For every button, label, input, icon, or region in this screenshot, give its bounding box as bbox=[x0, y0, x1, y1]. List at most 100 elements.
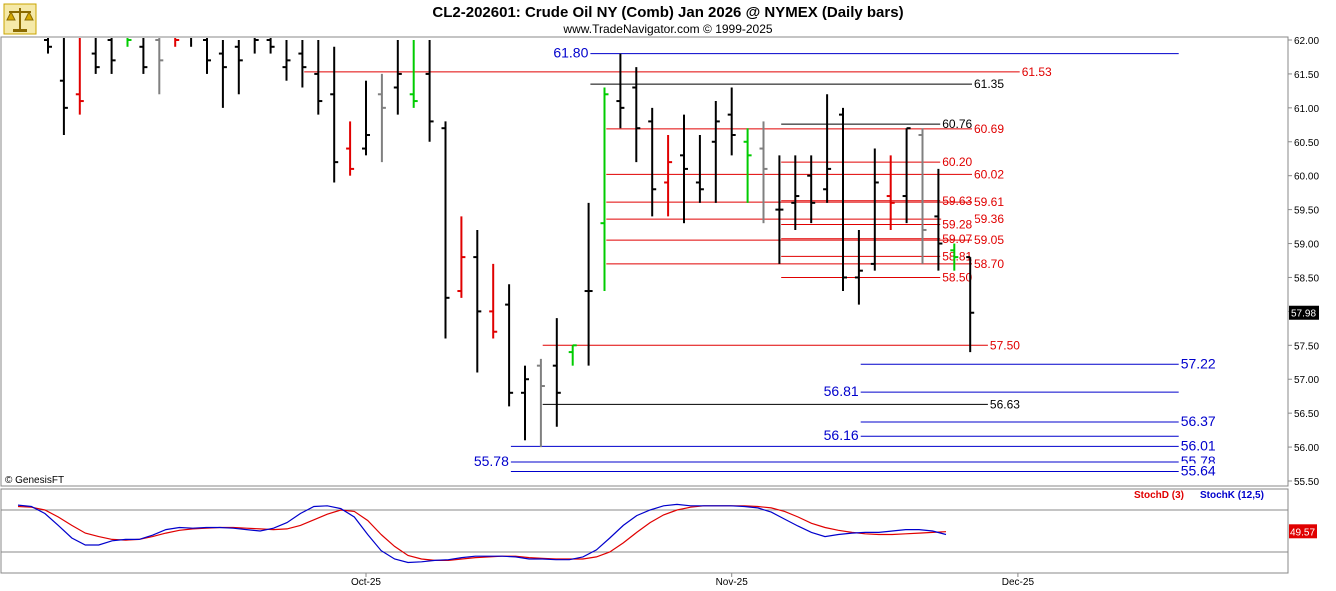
level-label: 56.81 bbox=[824, 383, 859, 399]
ohlc-bar bbox=[253, 38, 259, 54]
level-label: 56.37 bbox=[1181, 413, 1216, 429]
ohlc-bar bbox=[839, 107, 847, 292]
level-label-bg bbox=[1020, 63, 1055, 78]
ohlc-bar bbox=[441, 121, 450, 339]
ohlc-bar bbox=[521, 365, 529, 441]
price-axis: 62.00 61.50 61.00 60.50 60.00 59.50 59.00 58.50… bbox=[1287, 36, 1319, 488]
level-label-bg bbox=[1179, 413, 1218, 428]
stochastic-legend-entry: StochK (12,5) bbox=[1200, 490, 1264, 501]
level-label-bg bbox=[973, 166, 1007, 181]
ohlc-bar bbox=[282, 40, 291, 81]
ohlc-bar bbox=[298, 40, 307, 88]
price-tick-label: 61.00 bbox=[1294, 104, 1319, 115]
price-bars bbox=[44, 38, 975, 448]
ohlc-bar bbox=[584, 202, 593, 366]
level-label-bg bbox=[941, 154, 976, 169]
ohlc-bar bbox=[362, 80, 370, 156]
level-label: 56.16 bbox=[824, 427, 859, 443]
ohlc-bar bbox=[139, 38, 148, 74]
level-label-bg bbox=[973, 255, 1007, 270]
chart-title: CL2-202601: Crude Oil NY (Comb) Jan 2026… bbox=[432, 4, 903, 21]
ohlc-bar bbox=[155, 38, 164, 95]
stochastic-last-box bbox=[1289, 524, 1317, 539]
level-label-bg bbox=[820, 428, 859, 443]
level-label: 59.28 bbox=[942, 218, 972, 232]
ohlc-bar bbox=[568, 344, 577, 366]
stochastic-legend-entry: StochD (3) bbox=[1134, 490, 1184, 501]
stochastic-panel bbox=[0, 488, 1289, 574]
price-panel bbox=[0, 36, 1289, 487]
price-tick-label: 61.50 bbox=[1294, 70, 1319, 81]
level-label: 58.50 bbox=[942, 270, 972, 284]
level-label-bg bbox=[973, 76, 1007, 91]
level-label: 61.35 bbox=[974, 77, 1004, 91]
level-label-bg bbox=[820, 384, 859, 399]
ohlc-bar bbox=[107, 38, 116, 74]
ohlc-bar bbox=[457, 216, 466, 298]
level-label-bg bbox=[988, 337, 1023, 352]
ohlc-bar bbox=[711, 101, 720, 203]
ohlc-bar bbox=[902, 127, 911, 224]
stochastic-series-line bbox=[17, 505, 947, 562]
ohlc-bar bbox=[632, 67, 641, 163]
ohlc-bar bbox=[918, 128, 927, 264]
ohlc-bar bbox=[664, 134, 673, 217]
ohlc-bar bbox=[648, 107, 657, 217]
stochastic-series-line bbox=[17, 503, 947, 564]
level-label-bg bbox=[1179, 438, 1218, 453]
level-label-bg bbox=[941, 216, 976, 231]
stochastic-last-value: 49.57 bbox=[1289, 524, 1317, 539]
ohlc-bar bbox=[727, 87, 736, 156]
level-label: 59.05 bbox=[974, 233, 1004, 247]
ohlc-bar bbox=[616, 53, 625, 129]
ohlc-bar bbox=[807, 155, 816, 224]
ohlc-bar bbox=[203, 38, 211, 74]
stochastic-last-label: 49.57 bbox=[1290, 527, 1315, 538]
level-label: 55.64 bbox=[1181, 463, 1216, 479]
price-tick-label: 57.50 bbox=[1294, 341, 1319, 352]
level-label-bg bbox=[973, 120, 1007, 135]
ohlc-bar bbox=[854, 229, 863, 305]
level-label-bg bbox=[973, 211, 1007, 226]
level-label: 57.50 bbox=[990, 338, 1020, 352]
level-label-bg bbox=[988, 396, 1023, 411]
stochastic-guides bbox=[1, 509, 1288, 553]
date-axis: Oct-25 Nov-25 Dec-25 bbox=[1, 572, 1288, 588]
ohlc-bar bbox=[330, 46, 339, 183]
ohlc-bar bbox=[44, 38, 52, 54]
ohlc-bar bbox=[934, 168, 943, 271]
ohlc-bar bbox=[759, 121, 768, 224]
price-tick-label: 57.00 bbox=[1294, 375, 1319, 386]
level-label: 56.01 bbox=[1181, 437, 1216, 453]
ohlc-bar bbox=[870, 148, 879, 271]
level-label-bg bbox=[941, 248, 976, 263]
date-axis-label: Nov-25 bbox=[716, 577, 749, 588]
level-label-bg bbox=[973, 194, 1007, 209]
level-label: 60.02 bbox=[974, 167, 1004, 181]
price-tick-label: 55.50 bbox=[1294, 477, 1319, 488]
ohlc-bar bbox=[314, 40, 323, 115]
stochastic-lines bbox=[17, 503, 947, 564]
ohlc-bar bbox=[791, 155, 800, 230]
ohlc-bar bbox=[266, 38, 275, 54]
level-label: 55.78 bbox=[474, 453, 509, 469]
level-label: 59.07 bbox=[942, 232, 972, 246]
ohlc-bar bbox=[966, 256, 975, 353]
level-label-bg bbox=[941, 269, 976, 284]
level-label: 60.69 bbox=[974, 122, 1004, 136]
ohlc-bar bbox=[775, 155, 784, 264]
ohlc-bar bbox=[743, 128, 752, 203]
ohlc-bar bbox=[425, 40, 434, 142]
ohlc-bar bbox=[59, 38, 68, 135]
level-label: 56.63 bbox=[990, 397, 1020, 411]
header: CL2-202601: Crude Oil NY (Comb) Jan 2026… bbox=[3, 3, 904, 36]
price-tick-label: 60.50 bbox=[1294, 138, 1319, 149]
ohlc-bar bbox=[75, 38, 84, 115]
level-label: 60.76 bbox=[942, 117, 972, 131]
ohlc-bar bbox=[886, 155, 895, 230]
price-tick-label: 56.50 bbox=[1294, 409, 1319, 420]
watermark: © GenesisFT bbox=[5, 475, 64, 486]
level-label: 59.63 bbox=[942, 194, 972, 208]
ohlc-bar bbox=[409, 40, 418, 108]
